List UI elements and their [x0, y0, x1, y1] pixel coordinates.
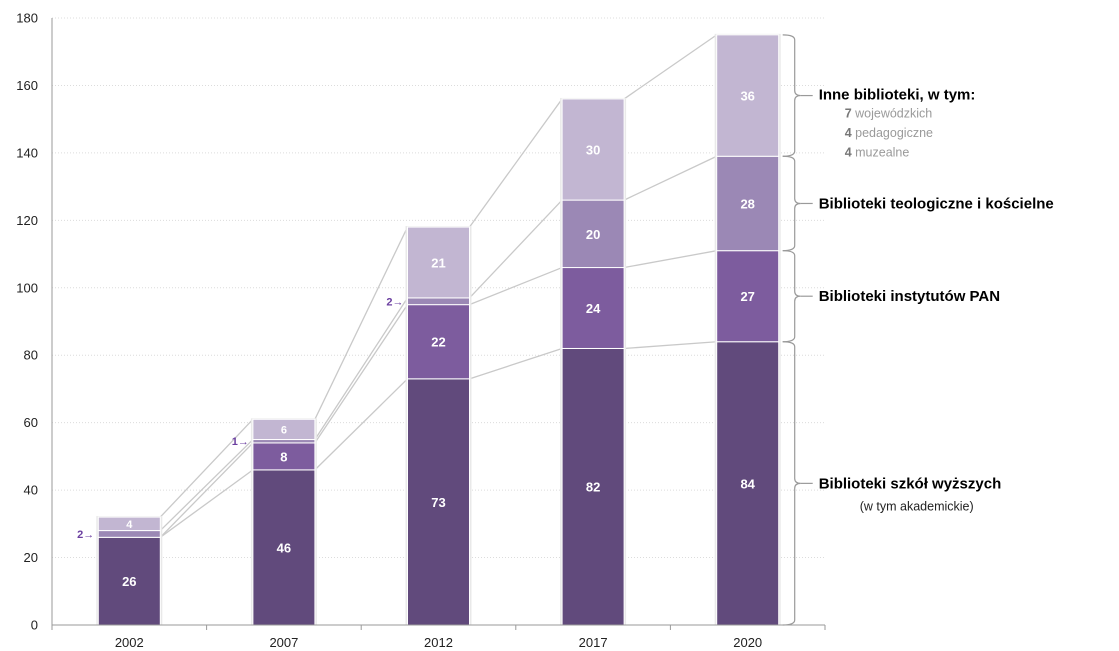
- legend-brace: [782, 250, 801, 343]
- data-label: 26: [122, 574, 136, 589]
- connector-line: [314, 304, 409, 444]
- bar-segment: [716, 341, 780, 626]
- data-label: 36: [740, 89, 754, 104]
- connector-line: [314, 378, 408, 471]
- data-label: 73: [431, 495, 445, 510]
- connector-line: [623, 34, 718, 100]
- data-label: 22: [431, 335, 445, 350]
- bar-segment: [716, 250, 780, 343]
- legend-sub-item: 4 muzealne: [845, 146, 910, 160]
- connector-line: [469, 266, 563, 306]
- data-label: 46: [277, 540, 291, 555]
- y-tick-label: 80: [24, 348, 38, 363]
- bar-segment: [252, 439, 316, 444]
- y-tick-label: 100: [16, 280, 38, 295]
- bar-segment: [97, 516, 161, 532]
- legend-sub-text: wojewódzkich: [854, 107, 932, 121]
- connector-line: [159, 442, 254, 538]
- connector-line: [314, 297, 409, 440]
- bar-segment: [407, 297, 470, 306]
- y-tick-label: 120: [16, 213, 38, 228]
- x-tick-label: 2017: [579, 635, 608, 650]
- data-label: 24: [586, 301, 601, 316]
- y-tick-label: 140: [16, 145, 38, 160]
- data-label: 30: [586, 143, 600, 158]
- axes: 0 20 40 60 80 100 120 140 160 180 2002 2007 2012 2017…: [16, 11, 826, 650]
- legend-sub-text: pedagogiczne: [855, 126, 933, 140]
- y-tick-label: 20: [24, 550, 38, 565]
- data-label: 4: [126, 519, 133, 531]
- data-label: 8: [280, 449, 287, 464]
- connector-line: [159, 469, 254, 538]
- legend-title: Biblioteki instytutów PAN: [819, 288, 1000, 305]
- bar-segment: [716, 155, 780, 252]
- bar-segment: [252, 442, 316, 471]
- y-tick-label: 0: [31, 618, 38, 633]
- connector-line: [469, 199, 563, 299]
- x-tick-label: 2020: [733, 635, 762, 650]
- connector-line: [159, 418, 254, 518]
- legend-title: Biblioteki teologiczne i kościelne: [819, 195, 1054, 212]
- connector-line: [468, 98, 563, 228]
- legend: Inne biblioteki, w tym: 7 wojewódzkich 4 p…: [782, 34, 1054, 626]
- data-label: 21: [431, 255, 445, 270]
- legend-brace: [782, 341, 801, 626]
- bar-segment: [252, 418, 316, 441]
- legend-brace: [782, 34, 801, 157]
- bars: 26 4 46 8 6 73 22 21 82 24 20 30 84 27 28 36 2→ 1→ 2→: [77, 33, 781, 626]
- bar-segment: [407, 378, 470, 626]
- connector-line: [469, 347, 563, 380]
- bar-segment: [407, 226, 470, 299]
- data-label: 82: [586, 480, 600, 495]
- legend-sub-count: 4: [845, 126, 855, 140]
- legend-sub-item: 7 wojewódzkich: [845, 107, 933, 121]
- x-tick-label: 2002: [115, 635, 144, 650]
- bar-segment: [407, 304, 470, 380]
- legend-note: (w tym akademickie): [860, 499, 974, 513]
- legend-sub-item: 4 pedagogiczne: [845, 126, 933, 140]
- callout-label: 2→: [77, 529, 94, 541]
- bar-segment: [716, 34, 780, 157]
- bar-segment: [97, 530, 161, 538]
- callout-label: 2→: [386, 296, 403, 308]
- y-tick-label: 160: [16, 78, 38, 93]
- legend-sub-count: 4: [845, 146, 855, 160]
- legend-title: Inne biblioteki, w tym:: [819, 87, 976, 104]
- y-tick-label: 40: [24, 483, 38, 498]
- connector-line: [623, 250, 717, 269]
- x-tick-label: 2012: [424, 635, 453, 650]
- legend-sub-count: 7: [845, 107, 855, 121]
- connector-line: [624, 341, 717, 350]
- connector-lines: [159, 34, 718, 538]
- connector-line: [314, 226, 409, 420]
- connector-line: [159, 439, 254, 532]
- legend-brace: [782, 155, 801, 252]
- callout-label: 1→: [232, 436, 249, 448]
- connector-line: [623, 155, 717, 201]
- legend-sub-text: muzealne: [855, 146, 909, 160]
- data-label: 6: [281, 424, 287, 436]
- legend-title: Biblioteki szkół wyższych: [819, 475, 1002, 492]
- y-tick-label: 180: [16, 11, 38, 26]
- data-label: 20: [586, 227, 600, 242]
- x-tick-label: 2007: [269, 635, 298, 650]
- data-label: 28: [740, 196, 754, 211]
- data-label: 84: [740, 476, 755, 491]
- y-tick-label: 60: [24, 415, 38, 430]
- bar-segment: [561, 347, 625, 626]
- bar-segment: [561, 98, 625, 201]
- data-label: 27: [740, 289, 754, 304]
